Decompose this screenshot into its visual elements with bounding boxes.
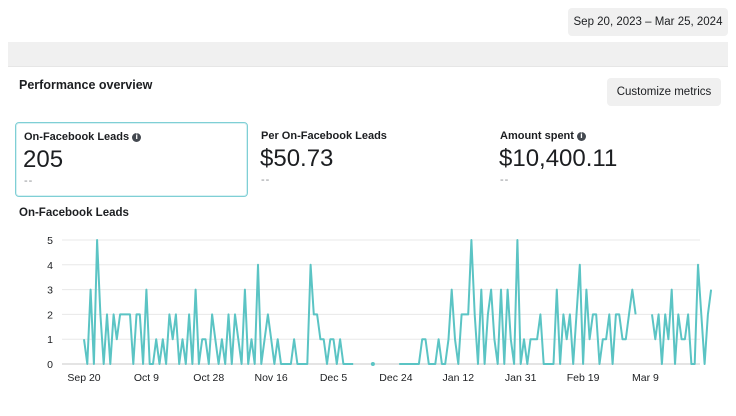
metric-value: $10,400.11 bbox=[499, 145, 618, 172]
y-tick-label: 4 bbox=[47, 260, 53, 272]
performance-overview-title: Performance overview bbox=[19, 78, 153, 92]
metric-label: Amount spent i bbox=[500, 130, 586, 142]
series-point bbox=[370, 362, 375, 366]
chart-x-axis: Sep 20 Oct 9 Oct 28 Nov 16 Dec 5 Dec 24 Jan 12… bbox=[67, 372, 659, 384]
info-icon[interactable]: i bbox=[132, 132, 142, 142]
metric-label: On-Facebook Leads i bbox=[24, 131, 142, 143]
x-tick-label: Jan 12 bbox=[443, 372, 475, 384]
metric-card-leads[interactable]: On-Facebook Leads i 205 -- bbox=[15, 122, 248, 197]
metric-value: $50.73 bbox=[260, 145, 334, 172]
x-tick-label: Dec 24 bbox=[379, 372, 412, 384]
metric-value: 205 bbox=[23, 146, 64, 173]
date-range-picker[interactable]: Sep 20, 2023 – Mar 25, 2024 bbox=[568, 8, 728, 36]
x-tick-label: Sep 20 bbox=[67, 372, 100, 384]
chart-y-axis: 0 1 2 3 4 5 bbox=[47, 235, 53, 371]
y-tick-label: 0 bbox=[47, 359, 53, 371]
metric-comparison: -- bbox=[24, 175, 34, 187]
y-tick-label: 3 bbox=[47, 285, 53, 297]
chart-title: On-Facebook Leads bbox=[19, 207, 129, 219]
x-tick-label: Oct 28 bbox=[193, 372, 224, 384]
metric-card-cost-per-lead[interactable]: Per On-Facebook Leads $50.73 -- bbox=[254, 122, 484, 197]
x-tick-label: Feb 19 bbox=[567, 372, 600, 384]
metric-label-text: On-Facebook Leads bbox=[24, 131, 130, 143]
metric-label-text: Per On-Facebook Leads bbox=[261, 130, 387, 142]
x-tick-label: Nov 16 bbox=[255, 372, 288, 384]
y-tick-label: 5 bbox=[47, 235, 53, 247]
x-tick-label: Dec 5 bbox=[320, 372, 348, 384]
y-tick-label: 1 bbox=[47, 334, 53, 346]
metric-label: Per On-Facebook Leads bbox=[261, 130, 387, 142]
metric-comparison: -- bbox=[261, 174, 271, 186]
y-tick-label: 2 bbox=[47, 309, 53, 321]
card-divider bbox=[8, 66, 728, 67]
x-tick-label: Oct 9 bbox=[134, 372, 159, 384]
series-line bbox=[651, 263, 713, 365]
leads-line-chart: 0 1 2 3 4 5 Sep 20 Oct 9 Oct 28 Nov 16 Dec 5 Dec 2… bbox=[47, 235, 713, 384]
x-tick-label: Jan 31 bbox=[505, 372, 537, 384]
chart-series bbox=[83, 239, 713, 366]
info-icon[interactable]: i bbox=[576, 131, 586, 141]
toolbar-band bbox=[8, 42, 728, 66]
customize-metrics-button[interactable]: Customize metrics bbox=[607, 78, 721, 106]
series-line bbox=[83, 239, 354, 365]
x-tick-label: Mar 9 bbox=[632, 372, 659, 384]
metric-comparison: -- bbox=[500, 174, 510, 186]
series-line bbox=[399, 239, 637, 365]
metric-card-amount-spent[interactable]: Amount spent i $10,400.11 -- bbox=[493, 122, 723, 197]
metric-label-text: Amount spent bbox=[500, 130, 574, 142]
